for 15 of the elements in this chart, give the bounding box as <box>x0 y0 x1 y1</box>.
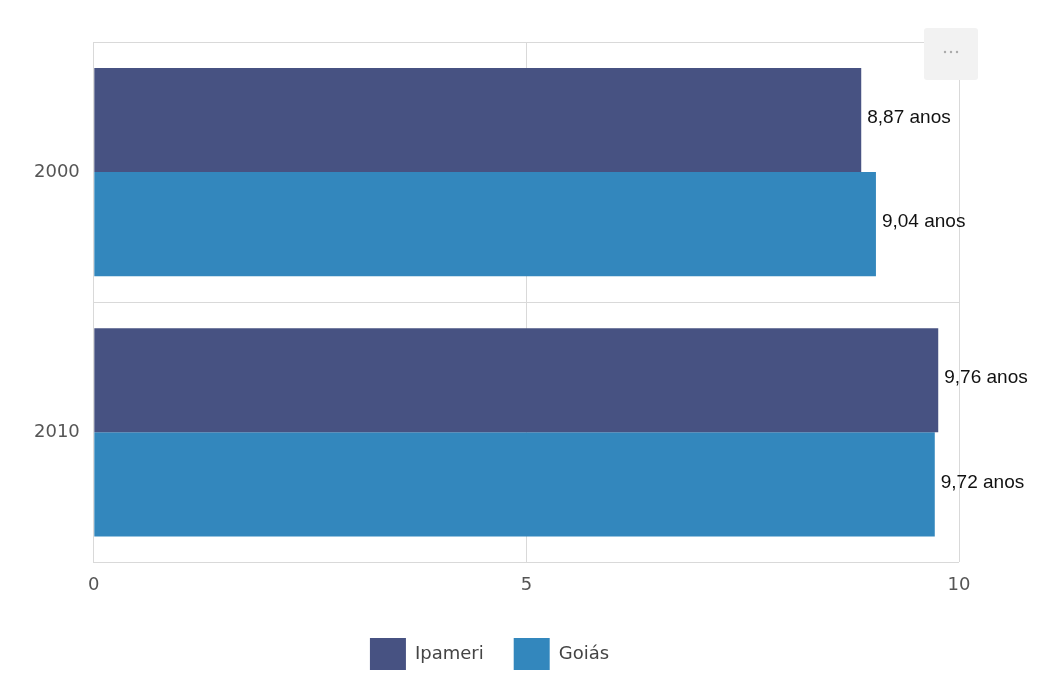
bar <box>94 68 862 173</box>
x-tick-label: 10 <box>947 572 971 594</box>
data-label: 8,87 anos <box>867 106 951 128</box>
legend-label: Ipameri <box>414 641 484 663</box>
data-label: 9,76 anos <box>944 366 1028 388</box>
bar <box>94 328 939 433</box>
x-tick-label: 0 <box>88 572 100 594</box>
legend-label: Goiás <box>558 641 610 663</box>
data-label: 9,04 anos <box>881 210 966 232</box>
x-tick-label: 5 <box>520 572 533 594</box>
data-label: 9,72 anos <box>940 470 1025 492</box>
y-tick-label: 2000 <box>34 159 80 181</box>
bar <box>94 432 935 537</box>
bar <box>94 172 876 277</box>
y-tick-label: 2010 <box>34 419 80 441</box>
